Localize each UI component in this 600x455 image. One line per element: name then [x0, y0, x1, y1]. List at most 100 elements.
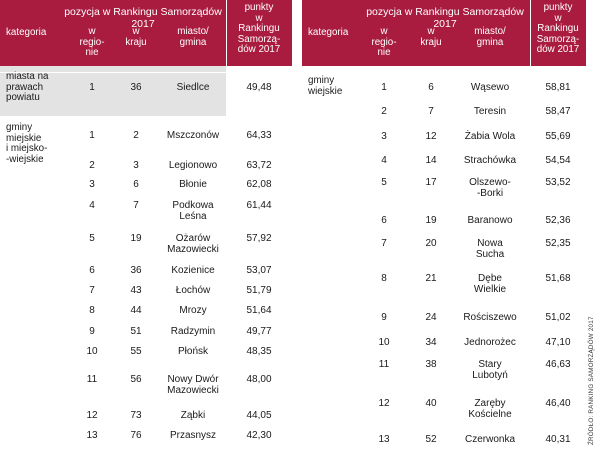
points-value: 51,68 — [545, 273, 571, 284]
municipality-name: Płońsk — [177, 346, 208, 357]
city-header: miasto/gmina — [177, 26, 209, 48]
category-text: gminy miejskie i miejsko- -wiejskie — [6, 122, 48, 165]
country-rank: 6 — [133, 179, 139, 190]
points-value: 54,54 — [545, 155, 571, 166]
points-value: 62,08 — [246, 179, 272, 190]
region-rank: 2 — [381, 106, 387, 117]
points-value: 63,72 — [246, 160, 272, 171]
country-rank: 19 — [425, 215, 437, 226]
category-text: gminy wiejskie — [308, 75, 343, 97]
city-header: miasto/gmina — [474, 26, 506, 48]
points-value: 51,02 — [545, 312, 571, 323]
region-rank: 5 — [89, 233, 95, 244]
municipality-name: Mszczonów — [166, 130, 220, 141]
points-value: 61,44 — [246, 200, 272, 211]
points-value: 49,77 — [246, 326, 272, 337]
municipality-name: Błonie — [179, 179, 207, 190]
region-rank: 11 — [86, 374, 98, 385]
region-rank: 12 — [86, 410, 98, 421]
municipality-name: Jednorożec — [464, 337, 516, 348]
region-rank: 8 — [381, 273, 387, 284]
points-header: punkty w Rankingu Samorzą- dów 2017 — [536, 2, 580, 56]
region-rank: 1 — [381, 82, 387, 93]
country-rank: 19 — [130, 233, 142, 244]
country-rank: 7 — [133, 200, 139, 211]
country-rank: 7 — [428, 106, 434, 117]
municipality-name: Żabia Wola — [464, 131, 516, 142]
table-header: pozycja w Rankingu Samorządów 2017 punkt… — [0, 0, 292, 66]
points-value: 55,69 — [545, 131, 571, 142]
municipality-name: Kozienice — [171, 265, 215, 276]
row-separator — [0, 116, 292, 117]
country-rank: 12 — [425, 131, 437, 142]
ranking-title: pozycja w Rankingu Samorządów 2017 — [366, 6, 524, 30]
points-value: 64,33 — [246, 130, 272, 141]
municipality-name: Ożarów Mazowiecki — [167, 233, 219, 255]
country-header: w kraju — [125, 26, 147, 48]
municipality-name: Radzymin — [170, 326, 216, 337]
region-rank: 13 — [378, 434, 390, 445]
points-value: 51,79 — [246, 285, 272, 296]
country-rank: 36 — [130, 82, 142, 93]
municipality-name: Zaręby Kościelne — [468, 398, 512, 420]
country-rank: 51 — [130, 326, 142, 337]
country-rank: 76 — [130, 430, 142, 441]
points-value: 53,07 — [246, 265, 272, 276]
country-rank: 20 — [425, 238, 437, 249]
region-rank: 6 — [89, 265, 95, 276]
region-rank: 5 — [381, 177, 387, 188]
municipality-name: Olszewo- -Borki — [469, 177, 511, 199]
points-header: punkty w Rankingu Samorzą- dów 2017 — [237, 2, 281, 56]
ranking-table-left: pozycja w Rankingu Samorządów 2017 punkt… — [0, 0, 292, 441]
region-rank: 7 — [381, 238, 387, 249]
region-rank: 11 — [378, 359, 390, 370]
municipality-name: Ząbki — [180, 410, 206, 421]
region-rank: 10 — [86, 346, 98, 357]
category-header: kategoria — [308, 27, 349, 38]
region-rank: 12 — [378, 398, 390, 409]
ranking-title: pozycja w Rankingu Samorządów 2017 — [64, 6, 222, 30]
points-value: 48,00 — [246, 374, 272, 385]
table-header: pozycja w Rankingu Samorządów 2017 punkt… — [302, 0, 586, 66]
municipality-name: Podkowa Leśna — [172, 200, 214, 222]
municipality-name: Łochów — [175, 285, 211, 296]
points-value: 52,35 — [545, 238, 571, 249]
region-rank: 7 — [89, 285, 95, 296]
country-header: w kraju — [420, 26, 442, 48]
header-divider — [530, 0, 531, 66]
region-rank: 1 — [89, 82, 95, 93]
source-note: ŹRÓDŁO: RANKING SAMORZĄDÓW 2017 — [588, 316, 595, 445]
points-value: 53,52 — [545, 177, 571, 188]
country-rank: 44 — [130, 305, 142, 316]
country-rank: 34 — [425, 337, 437, 348]
country-rank: 73 — [130, 410, 142, 421]
category-text: miasta na prawach powiatu — [6, 71, 49, 103]
points-value: 47,10 — [545, 337, 571, 348]
country-rank: 43 — [130, 285, 142, 296]
region-rank: 4 — [381, 155, 387, 166]
region-rank: 9 — [89, 326, 95, 337]
country-rank: 3 — [133, 160, 139, 171]
ranking-table-right: pozycja w Rankingu Samorządów 2017 punkt… — [302, 0, 586, 445]
region-rank: 2 — [89, 160, 95, 171]
region-rank: 13 — [86, 430, 98, 441]
country-rank: 36 — [130, 265, 142, 276]
country-rank: 56 — [130, 374, 142, 385]
municipality-name: Strachówka — [463, 155, 517, 166]
municipality-name: Stary Lubotyń — [472, 359, 508, 381]
region-rank: 3 — [89, 179, 95, 190]
category-header: kategoria — [6, 27, 47, 38]
points-value: 40,31 — [545, 434, 571, 445]
points-value: 48,35 — [246, 346, 272, 357]
points-value: 58,47 — [545, 106, 571, 117]
municipality-name: Legionowo — [168, 160, 218, 171]
country-rank: 17 — [425, 177, 437, 188]
municipality-name: Mrozy — [179, 305, 207, 316]
municipality-name: Baranowo — [467, 215, 513, 226]
country-rank: 6 — [428, 82, 434, 93]
country-rank: 38 — [425, 359, 437, 370]
points-value: 52,36 — [545, 215, 571, 226]
region-rank: 1 — [89, 130, 95, 141]
municipality-name: Nowy Dwór Mazowiecki — [167, 374, 219, 396]
country-rank: 21 — [425, 273, 437, 284]
